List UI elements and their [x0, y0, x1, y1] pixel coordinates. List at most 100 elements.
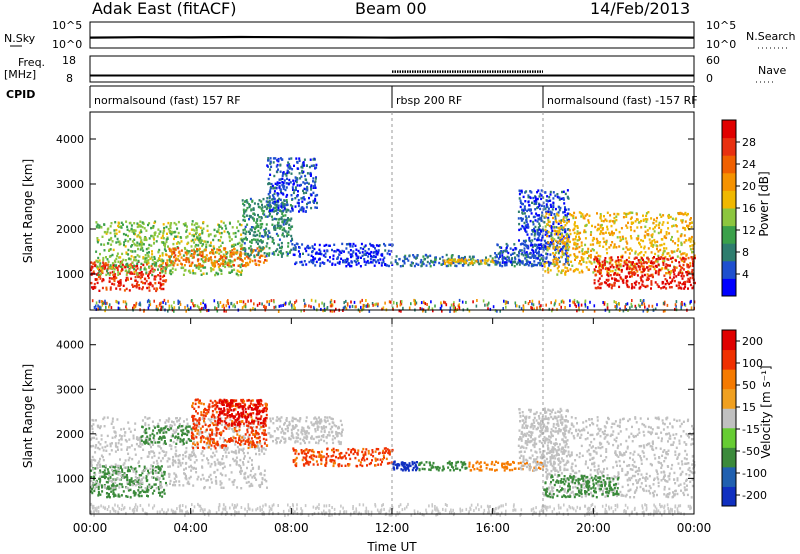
power-cell-2976 — [654, 260, 657, 263]
power-cell-2461 — [566, 189, 569, 192]
power-cell-2154 — [415, 262, 418, 266]
power-cell-867 — [139, 224, 142, 227]
power-cell-4336 — [329, 300, 332, 304]
power-cell-4240 — [178, 300, 181, 304]
power-cell-3554 — [629, 271, 632, 274]
power-cell-1290 — [274, 203, 277, 206]
power-cell-1807 — [319, 262, 322, 265]
velocity-cell-127 — [91, 487, 93, 491]
velocity-cell-544 — [108, 479, 111, 483]
power-cell-3579 — [672, 270, 675, 274]
power-cell-1137 — [223, 254, 226, 258]
power-cell-1415 — [279, 224, 282, 228]
power-cell-1071 — [173, 247, 176, 251]
power-cell-719 — [152, 226, 155, 229]
velocity-cell-223 — [112, 495, 115, 498]
power-cell-2851 — [652, 227, 655, 231]
power-cell-406 — [95, 260, 98, 263]
power-cell-279 — [217, 230, 220, 234]
power-cell-2071 — [403, 262, 406, 265]
power-cell-870 — [207, 234, 210, 238]
power-cell-619 — [107, 260, 110, 263]
power-cell-173 — [111, 270, 114, 274]
velocity-cell-120 — [138, 465, 141, 468]
velocity-cell-289 — [116, 445, 119, 449]
power-cell-1333 — [255, 240, 258, 244]
power-cell-1752 — [313, 201, 316, 204]
power-cell-3370 — [681, 259, 684, 263]
power-cell-3107 — [566, 267, 569, 270]
power-cell-2427 — [524, 251, 527, 255]
power-cell-2916 — [564, 241, 567, 244]
power-cell-878 — [155, 261, 158, 265]
power-cell-3120 — [660, 238, 663, 241]
power-cell-2827 — [680, 219, 683, 222]
power-cell-3245 — [595, 237, 598, 241]
power-cell-1769 — [273, 202, 276, 205]
power-cell-1279 — [265, 245, 268, 248]
power-cell-2766 — [542, 229, 545, 232]
power-cell-2480 — [518, 197, 521, 200]
power-cell-2248 — [459, 261, 462, 264]
power-cell-3254 — [543, 262, 546, 266]
power-cell-109 — [148, 286, 151, 289]
power-cell-3598 — [642, 261, 645, 265]
velocity-cell-299 — [251, 463, 253, 466]
power-cell-2921 — [663, 259, 666, 263]
power-cell-1097 — [244, 264, 247, 268]
velocity-cell-204 — [99, 493, 102, 496]
power-cell-579 — [167, 227, 170, 231]
power-cell-625 — [149, 257, 152, 260]
power-cell-3780 — [678, 261, 681, 264]
power-cell-128 — [156, 288, 159, 291]
power-cell-3776 — [692, 260, 694, 263]
power-cell-330 — [191, 234, 194, 237]
velocity-cell-342 — [261, 482, 264, 485]
power-cell-753 — [229, 222, 231, 225]
power-cell-1269 — [286, 220, 289, 223]
power-cell-2977 — [663, 249, 666, 253]
power-cell-3225 — [628, 248, 631, 251]
power-cell-722 — [194, 238, 197, 241]
velocity-cell-401 — [128, 446, 131, 449]
power-cell-1775 — [374, 247, 376, 250]
power-cell-3002 — [572, 270, 575, 273]
power-cell-1917 — [340, 257, 343, 260]
power-cell-3477 — [613, 245, 616, 248]
power-cell-4002 — [308, 304, 310, 308]
velocity-cell-291 — [195, 421, 198, 425]
power-cell-216 — [104, 262, 107, 265]
power-cell-3999 — [160, 305, 163, 309]
velocity-cell-451 — [207, 417, 210, 421]
power-cell-484 — [117, 273, 120, 276]
power-cell-3708 — [666, 258, 669, 261]
power-cell-3331 — [636, 218, 639, 221]
power-cell-4147 — [350, 300, 352, 304]
power-cell-1678 — [285, 186, 288, 189]
power-cell-658 — [198, 264, 200, 268]
power-cell-4176 — [384, 301, 386, 305]
power-cell-4000 — [100, 306, 102, 310]
power-cell-3342 — [558, 245, 561, 249]
power-cell-4158 — [234, 305, 236, 309]
power-cell-461 — [141, 221, 144, 224]
power-cell-1891 — [300, 260, 303, 264]
power-cell-3571 — [673, 273, 676, 276]
power-cell-4167 — [91, 299, 94, 303]
power-cell-3142 — [580, 244, 583, 247]
power-cell-3834 — [647, 278, 649, 281]
power-cell-981 — [256, 247, 259, 250]
power-cell-3594 — [671, 278, 674, 281]
power-cell-2545 — [560, 224, 563, 228]
power-cell-757 — [142, 249, 145, 252]
power-cell-3174 — [656, 216, 658, 220]
power-cell-143 — [104, 266, 107, 269]
power-cell-1738 — [297, 190, 299, 193]
power-cell-2343 — [537, 252, 540, 255]
velocity-cell-151 — [104, 466, 107, 469]
power-cell-3238 — [684, 220, 687, 223]
power-cell-395 — [205, 272, 208, 275]
power-cell-2267 — [470, 260, 473, 263]
power-cell-435 — [96, 237, 99, 240]
power-cell-4005 — [642, 309, 645, 313]
